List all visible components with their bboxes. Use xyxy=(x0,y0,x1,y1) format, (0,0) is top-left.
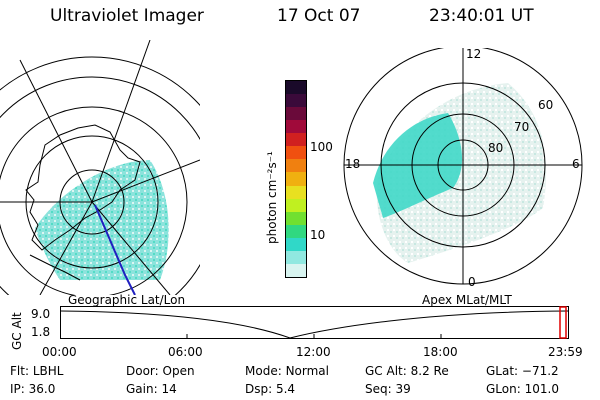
geographic-map xyxy=(0,40,200,295)
mlt-lines xyxy=(344,48,582,284)
colorbar-segment xyxy=(286,120,306,134)
timeline-y-tick-1-8: 1.8 xyxy=(31,325,51,339)
timeline-x-tick-0600: 06:00 xyxy=(168,345,203,359)
colorbar-segment xyxy=(286,159,306,173)
status-gain: Gain: 14 xyxy=(126,382,177,396)
colorbar-tick-10: 10 xyxy=(310,228,326,242)
gain-value: 14 xyxy=(161,382,177,396)
colorbar-segment xyxy=(286,237,306,251)
status-door: Door: Open xyxy=(126,364,195,378)
satellite-track xyxy=(94,204,136,295)
colorbar-segment xyxy=(286,146,306,160)
timeline-frame xyxy=(60,306,569,339)
status-filter: Flt: LBHL xyxy=(10,364,64,378)
colorbar-segment xyxy=(286,250,306,264)
status-gc-alt: GC Alt: 8.2 Re xyxy=(365,364,449,378)
mlt-label-18: 18 xyxy=(345,157,360,171)
timeline-x-tick-1800: 18:00 xyxy=(423,345,458,359)
lat-circles xyxy=(0,56,200,295)
status-glon: GLon: 101.0 xyxy=(486,382,559,396)
lon-lines xyxy=(0,40,200,295)
timeline-x-tick-2359: 23:59 xyxy=(548,345,583,359)
colorbar-segment xyxy=(286,133,306,147)
colorbar-segment xyxy=(286,81,306,95)
instrument-title: Ultraviolet Imager xyxy=(50,6,204,26)
colorbar-segment xyxy=(286,185,306,199)
colorbar-segment xyxy=(286,107,306,121)
coastline xyxy=(25,124,141,251)
colorbar xyxy=(285,80,307,278)
gc-alt-value: 8.2 Re xyxy=(410,364,449,378)
date-label: 17 Oct 07 xyxy=(277,6,361,26)
coastline-2 xyxy=(29,254,81,281)
right-map-caption: Apex MLat/MLT xyxy=(422,293,512,307)
mlt-label-6: 6 xyxy=(572,157,580,171)
colorbar-unit-label: photon cm⁻²s⁻¹ xyxy=(265,151,279,244)
mode-value: Normal xyxy=(285,364,329,378)
mlat-label-70: 70 xyxy=(514,120,529,134)
ip-value: 36.0 xyxy=(28,382,56,396)
timeline-x-tick-0000: 00:00 xyxy=(42,345,77,359)
colorbar-segment xyxy=(286,211,306,225)
colorbar-segment xyxy=(286,224,306,238)
time-label: 23:40:01 UT xyxy=(429,6,534,26)
timeline-ticks xyxy=(186,334,442,339)
colorbar-segment xyxy=(286,172,306,186)
left-map-caption: Geographic Lat/Lon xyxy=(68,293,186,307)
timeline-y-tick-9: 9.0 xyxy=(31,307,51,321)
status-glat: GLat: −71.2 xyxy=(486,364,559,378)
status-ip: IP: 36.0 xyxy=(10,382,56,396)
seq-value: 39 xyxy=(395,382,411,396)
glon-value: 101.0 xyxy=(524,382,559,396)
magnetic-polar-map: 12 18 6 0 60 70 80 xyxy=(343,48,583,289)
timeline-x-tick-1200: 12:00 xyxy=(296,345,331,359)
filter-value: LBHL xyxy=(32,364,64,378)
timeline-y-title: GC Alt xyxy=(10,312,24,350)
dsp-value: 5.4 xyxy=(275,382,296,396)
colorbar-segment xyxy=(286,198,306,212)
current-time-marker xyxy=(559,306,567,339)
colorbar-segment xyxy=(286,263,306,277)
mlt-label-12: 12 xyxy=(466,48,481,61)
altitude-curve xyxy=(60,310,569,339)
status-seq: Seq: 39 xyxy=(365,382,411,396)
status-mode: Mode: Normal xyxy=(245,364,329,378)
mlt-label-0: 0 xyxy=(468,275,476,289)
door-value: Open xyxy=(162,364,195,378)
orbit-timeline xyxy=(60,306,569,339)
colorbar-tick-100: 100 xyxy=(310,140,333,154)
colorbar-segment xyxy=(286,94,306,108)
status-dsp: Dsp: 5.4 xyxy=(245,382,296,396)
mlat-label-60: 60 xyxy=(538,98,553,112)
glat-value: −71.2 xyxy=(521,364,559,378)
mlat-label-80: 80 xyxy=(488,141,503,155)
